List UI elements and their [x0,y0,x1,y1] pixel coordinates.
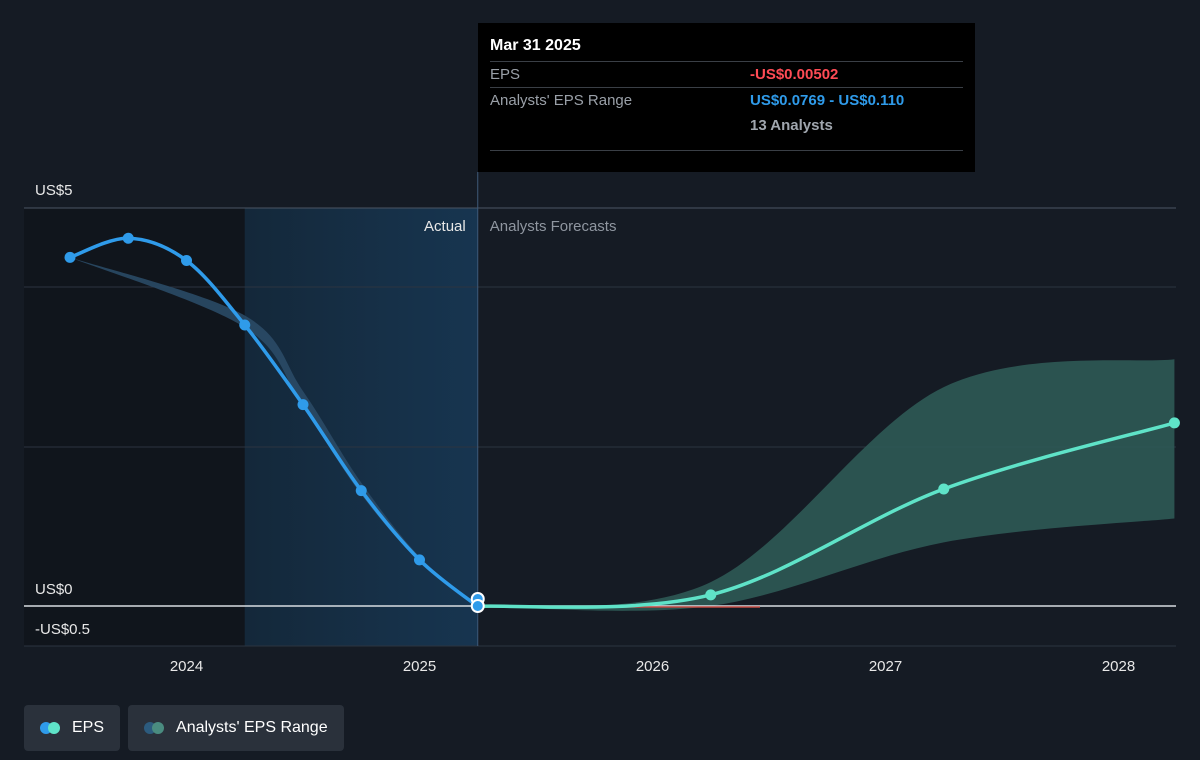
legend-eps-button[interactable]: EPS [24,705,121,751]
x-tick-label: 2027 [869,658,902,675]
eps-actual-point[interactable] [414,554,425,566]
range-legend-icon [144,722,165,734]
tooltip-eps-value: -US$0.00502 [750,66,839,83]
analysts-range-band [477,359,1175,611]
legend-range-button[interactable]: Analysts' EPS Range [128,705,344,751]
x-axis-labels: 2024 2025 2026 2027 2028 [170,658,1135,675]
actual-region-label: Actual [424,218,466,235]
forecast-region-label: Analysts Forecasts [490,218,617,235]
x-tick-label: 2025 [403,658,436,675]
eps-actual-point[interactable] [181,255,192,267]
x-tick-label: 2028 [1102,658,1135,675]
actual-highlight-region [244,208,478,646]
x-tick-label: 2024 [170,658,203,675]
eps-forecast-point[interactable] [1168,417,1180,429]
eps-actual-line [68,236,480,609]
tooltip-analysts-count: 13 Analysts [750,117,833,134]
eps-forecast-point[interactable] [938,483,950,495]
legend-range-label: Analysts' EPS Range [176,719,328,736]
tooltip: Mar 31 2025 EPS -US$0.00502 Analysts' EP… [478,23,975,172]
tooltip-eps-label: EPS [490,66,521,83]
data-points [64,232,1180,613]
legend: EPS Analysts' EPS Range [24,705,344,751]
eps-actual-point[interactable] [64,251,76,263]
eps-forecast-point[interactable] [705,589,717,601]
y-tick-label: US$0 [35,581,73,598]
tooltip-range-label: Analysts' EPS Range [490,92,633,109]
y-tick-label: US$5 [35,182,73,199]
eps-actual-point[interactable] [297,399,309,411]
y-tick-label: -US$0.5 [35,621,90,638]
x-tick-label: 2026 [636,658,669,675]
eps-actual-point[interactable] [355,485,367,497]
tooltip-divider [490,150,963,151]
eps-actual-point[interactable] [239,319,251,331]
eps-legend-icon [40,722,60,734]
legend-eps-label: EPS [72,719,105,736]
eps-actual-point[interactable] [122,232,134,244]
eps-forecast-line [476,421,1177,609]
tooltip-range-value: US$0.0769 - US$0.110 [750,92,905,109]
tooltip-date: Mar 31 2025 [490,37,581,54]
hover-eps-marker [470,599,485,613]
y-axis-labels: US$5 US$0 -US$0.5 [35,182,90,638]
